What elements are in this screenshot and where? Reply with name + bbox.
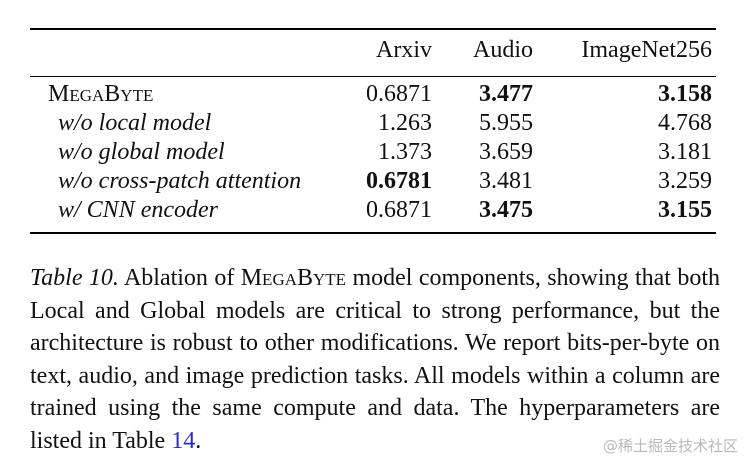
table-cell: 1.373 <box>378 139 432 165</box>
caption-text: Ablation of <box>118 265 241 291</box>
table-cell: 3.259 <box>658 168 712 194</box>
column-header-imagenet256: ImageNet256 <box>581 37 712 63</box>
row-label: MegaByte <box>48 81 154 107</box>
caption-text: model components, showing that both Loca… <box>30 265 721 454</box>
table-header-rule <box>30 76 716 77</box>
table-caption: Table 10. Ablation of MegaByte model com… <box>30 262 720 457</box>
row-label: w/o cross-patch attention <box>58 168 302 194</box>
table-bottom-rule <box>30 232 716 234</box>
table-cell: 0.6871 <box>366 197 432 223</box>
table-cell: 0.6871 <box>366 81 432 107</box>
table-cell: 3.158 <box>658 81 712 107</box>
table-cell: 4.768 <box>658 110 712 136</box>
caption-model-name: MegaByte <box>240 265 347 291</box>
table-top-rule <box>30 28 716 30</box>
table-cell: 3.155 <box>658 197 712 223</box>
caption-label: Table 10. <box>30 265 119 291</box>
row-label: w/o global model <box>58 139 225 165</box>
table-cell: 3.475 <box>479 197 533 223</box>
row-label: w/o local model <box>58 110 212 136</box>
watermark: @稀土掘金技术社区 <box>602 437 738 455</box>
table-cell: 0.6781 <box>366 168 432 194</box>
table-cell: 5.955 <box>479 110 533 136</box>
caption-table-ref-link[interactable]: 14 <box>171 427 196 454</box>
table-cell: 3.481 <box>479 168 533 194</box>
column-header-arxiv: Arxiv <box>376 37 432 63</box>
table-cell: 3.181 <box>658 139 712 165</box>
table-cell: 3.477 <box>479 81 533 107</box>
caption-text: . <box>195 427 202 454</box>
table-cell: 3.659 <box>479 139 533 165</box>
row-label: w/ CNN encoder <box>58 197 218 223</box>
column-header-audio: Audio <box>473 37 533 63</box>
table-cell: 1.263 <box>378 110 432 136</box>
